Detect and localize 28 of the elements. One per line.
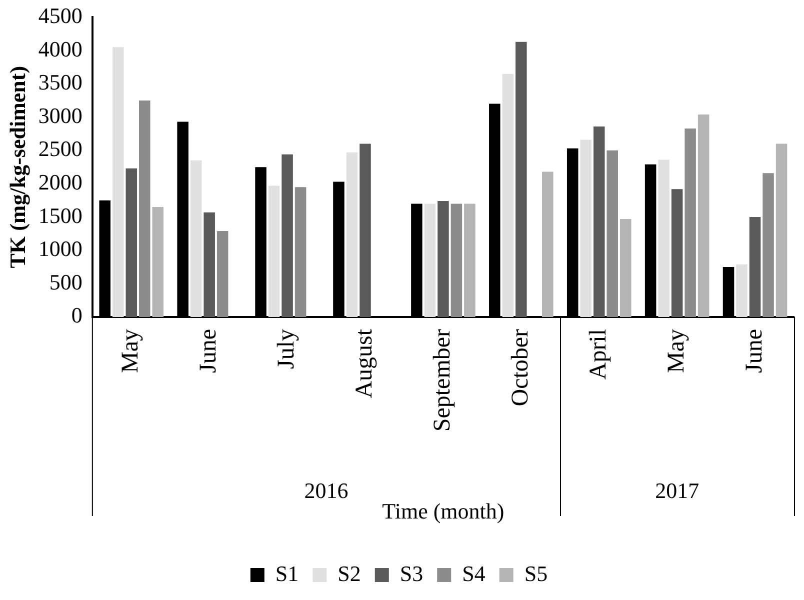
legend-label: S2 (338, 560, 361, 586)
x-tick-label: June (196, 328, 222, 373)
y-tick-label: 1500 (38, 202, 82, 228)
y-tick-label: 1000 (38, 236, 82, 262)
y-tick-label: 0 (71, 302, 82, 328)
x-tick-label: August (352, 328, 378, 398)
y-axis-title: TK (mg/kg-sediment) (4, 66, 30, 268)
y-tick-label: 3000 (38, 102, 82, 128)
x-tick-label: October (507, 328, 534, 406)
x-tick-label: April (585, 328, 612, 380)
legend-label: S4 (462, 560, 486, 586)
y-tick-label: 500 (49, 269, 82, 294)
y-tick-label: 4000 (38, 36, 82, 62)
x-tick-label: July (274, 328, 300, 369)
x-tick-label: May (118, 328, 144, 373)
x-tick-label: September (429, 328, 456, 432)
y-tick-label: 3500 (38, 70, 82, 95)
legend-label: S1 (275, 560, 299, 586)
y-tick-label: 2000 (38, 170, 82, 195)
x-tick-label: May (663, 328, 690, 373)
y-tick-label: 2500 (38, 136, 82, 162)
legend-label: S3 (400, 560, 424, 586)
text: 2017 (655, 478, 700, 503)
x-axis-title: Time (month) (382, 498, 504, 524)
legend-label: S5 (524, 560, 548, 586)
x-tick-label: June (741, 328, 768, 373)
text: 2016 (304, 478, 348, 503)
y-tick-label: 4500 (38, 2, 82, 28)
